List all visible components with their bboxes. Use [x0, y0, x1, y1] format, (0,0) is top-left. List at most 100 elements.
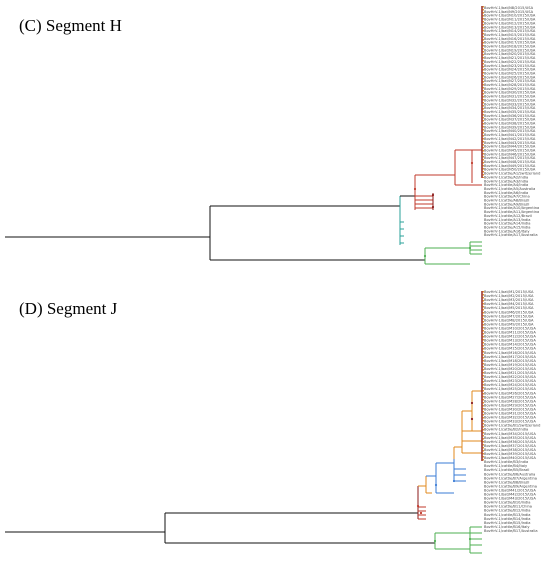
tip-label: BovHrV-1/bat/M4/2015/USA	[484, 302, 534, 306]
node-marker	[431, 193, 435, 197]
tip-label: BovHrV-1/bat/M30/2015/USA	[484, 407, 536, 411]
tip-label: BovHrV-1/bat/N26/2015/USA	[484, 75, 536, 79]
panel-segment-j: (D) Segment J BovHrV-1/bat/M1/2015/USA Bo…	[0, 281, 550, 562]
tip-label: BovHrV-1/bat/N44/2015/USA	[484, 145, 536, 149]
node-marker	[434, 483, 438, 487]
tip-label: BovHrV-1/bat/N39/2015/USA	[484, 125, 536, 129]
tip-label: BovHrV-1/bat/M8/2015/USA	[484, 318, 534, 322]
tip-label: BovHrV-1/bat/M17/2015/USA	[484, 355, 536, 359]
tip-label: BovHrV-1/cattle/A17/Australia	[484, 233, 538, 237]
tip-label: BovHrV-1/bat/N21/2015/USA	[484, 56, 536, 60]
tip-label: BovHrV-1/cattle/B3/India	[484, 460, 528, 464]
tip-label: BovHrV-1/cattle/A10/Argentina	[484, 206, 539, 210]
tip-label: BovHrV-1/bat/N12/2015/USA	[484, 21, 536, 25]
tip-label: BovHrV-1/bat/M6/2015/USA	[484, 310, 534, 314]
tip-label: BovHrV-1/bat/N28/2015/USA	[484, 83, 536, 87]
tip-label: BovHrV-1/bat/N19/2015/USA	[484, 48, 536, 52]
tip-label: BovHrV-1/bat/M22/2015/USA	[484, 375, 536, 379]
tip-label: BovHrV-1/bat/M37/2015/USA	[484, 444, 536, 448]
tip-label: BovHrV-1/bat/M41/2015/USA	[484, 488, 536, 492]
tip-label: BovHrV-1/cattle/B11/China	[484, 505, 532, 509]
tip-label: BovHrV-1/bat/N25/2015/USA	[484, 71, 536, 75]
node-marker	[470, 161, 474, 165]
node-marker	[470, 417, 474, 421]
tip-label: BovHrV-1/bat/M10/2015/USA	[484, 326, 536, 330]
tip-label: BovHrV-1/bat/M21/2015/USA	[484, 371, 536, 375]
node-marker	[419, 511, 423, 515]
tip-label: BovHrV-1/bat/N17/2015/USA	[484, 41, 536, 45]
tip-label: BovHrV-1/cattle/B1/Switzerland	[484, 424, 540, 428]
tip-label: BovHrV-1/bat/M28/2015/USA	[484, 399, 536, 403]
tip-label: BovHrV-1/bat/N29/2015/USA	[484, 87, 536, 91]
node-marker	[416, 504, 420, 508]
tip-label: BovHrV-1/bat/N36/2015/USA	[484, 114, 536, 118]
tip-label: BovHrV-1/bat/N48/2015/USA	[484, 160, 536, 164]
tip-label: BovHrV-1/cattle/A16/Italy	[484, 229, 530, 233]
tip-label: BovHrV-1/bat/N9/2015/USA	[484, 10, 534, 14]
tip-label: BovHrV-1/bat/N41/2015/USA	[484, 133, 536, 137]
tip-label: BovHrV-1/bat/N27/2015/USA	[484, 79, 536, 83]
tip-label: BovHrV-1/bat/N23/2015/USA	[484, 64, 536, 68]
tip-label: BovHrV-1/bat/N46/2015/USA	[484, 152, 536, 156]
tip-label: BovHrV-1/cattle/A11/Argentina	[484, 210, 539, 214]
tip-label: BovHrV-1/bat/N50/2015/USA	[484, 168, 536, 172]
tip-label: BovHrV-1/cattle/B16/Italy	[484, 525, 530, 529]
tip-label: BovHrV-1/bat/M24/2015/USA	[484, 383, 536, 387]
tip-label: BovHrV-1/bat/M33/2015/USA	[484, 420, 536, 424]
panel-title: (D) Segment J	[19, 299, 118, 318]
tip-label: BovHrV-1/cattle/A8/Brazil	[484, 199, 529, 203]
tip-label: BovHrV-1/cattle/B15/India	[484, 521, 531, 525]
tip-label: BovHrV-1/bat/M9/2015/USA	[484, 322, 534, 326]
tip-label: BovHrV-1/cattle/A6/India	[484, 191, 528, 195]
tip-label: BovHrV-1/bat/N15/2015/USA	[484, 33, 536, 37]
tip-label: BovHrV-1/cattle/A1/Switzerland	[484, 172, 540, 176]
tip-label: BovHrV-1/bat/N8/2015/USA	[484, 6, 534, 10]
node-marker	[413, 187, 417, 191]
tip-label: BovHrV-1/cattle/A2/India	[484, 175, 528, 179]
tip-label: BovHrV-1/bat/N33/2015/USA	[484, 102, 536, 106]
tip-label: BovHrV-1/cattle/A14/India	[484, 222, 531, 226]
tip-label: BovHrV-1/bat/N37/2015/USA	[484, 118, 536, 122]
tip-label: BovHrV-1/bat/N40/2015/USA	[484, 129, 536, 133]
tip-label: BovHrV-1/bat/N22/2015/USA	[484, 60, 536, 64]
tip-label: BovHrV-1/bat/N47/2015/USA	[484, 156, 536, 160]
tip-label: BovHrV-1/cattle/B6/Australia	[484, 472, 535, 476]
tip-label: BovHrV-1/bat/N30/2015/USA	[484, 91, 536, 95]
tip-label: BovHrV-1/bat/M19/2015/USA	[484, 363, 536, 367]
tip-label: BovHrV-1/bat/M31/2015/USA	[484, 412, 536, 416]
tip-label: BovHrV-1/bat/N32/2015/USA	[484, 98, 536, 102]
phylogenetic-tree-segment-j: BovHrV-1/bat/M1/2015/USABovHrV-1/bat/M2/…	[5, 290, 540, 554]
tip-label: BovHrV-1/bat/N18/2015/USA	[484, 45, 536, 49]
phylogenetic-tree-segment-h: BovHrV-1/bat/N8/2015/USABovHrV-1/bat/N9/…	[5, 6, 540, 265]
tip-label: BovHrV-1/bat/N14/2015/USA	[484, 29, 536, 33]
node-marker	[433, 539, 437, 543]
tip-label: BovHrV-1/cattle/B8/Brazil	[484, 480, 529, 484]
tip-label: BovHrV-1/cattle/B14/India	[484, 517, 531, 521]
tip-label: BovHrV-1/bat/M43/2015/USA	[484, 497, 536, 501]
tip-label: BovHrV-1/bat/N43/2015/USA	[484, 141, 536, 145]
tip-label: BovHrV-1/bat/N11/2015/USA	[484, 18, 536, 22]
tip-label: BovHrV-1/bat/M5/2015/USA	[484, 306, 534, 310]
tip-label: BovHrV-1/bat/M26/2015/USA	[484, 391, 536, 395]
tip-label: BovHrV-1/cattle/B13/India	[484, 513, 531, 517]
tip-label: BovHrV-1/cattle/B12/India	[484, 509, 531, 513]
tip-label: BovHrV-1/bat/M25/2015/USA	[484, 387, 536, 391]
tip-label: BovHrV-1/bat/M29/2015/USA	[484, 403, 536, 407]
node-marker	[468, 246, 472, 250]
tip-label: BovHrV-1/cattle/B2/India	[484, 428, 528, 432]
node-marker	[468, 537, 472, 541]
tip-label: BovHrV-1/bat/N20/2015/USA	[484, 52, 536, 56]
tip-label: BovHrV-1/bat/N13/2015/USA	[484, 25, 536, 29]
node-marker	[470, 401, 474, 405]
tip-label: BovHrV-1/bat/M40/2015/USA	[484, 456, 536, 460]
node-marker	[452, 479, 456, 483]
tip-label: BovHrV-1/bat/M36/2015/USA	[484, 440, 536, 444]
panel-segment-h: (C) Segment H BovHrV-1/bat/N8/2015/USA Bo…	[5, 6, 540, 265]
tip-label: BovHrV-1/bat/M39/2015/USA	[484, 452, 536, 456]
tip-label: BovHrV-1/bat/N10/2015/USA	[484, 14, 536, 18]
tip-label: BovHrV-1/cattle/A9/Brazil	[484, 202, 529, 206]
tip-label: BovHrV-1/bat/N38/2015/USA	[484, 122, 536, 126]
tip-label: BovHrV-1/cattle/A7/China	[484, 195, 530, 199]
tip-label: BovHrV-1/bat/M35/2015/USA	[484, 436, 536, 440]
tip-label: BovHrV-1/bat/M13/2015/USA	[484, 339, 536, 343]
